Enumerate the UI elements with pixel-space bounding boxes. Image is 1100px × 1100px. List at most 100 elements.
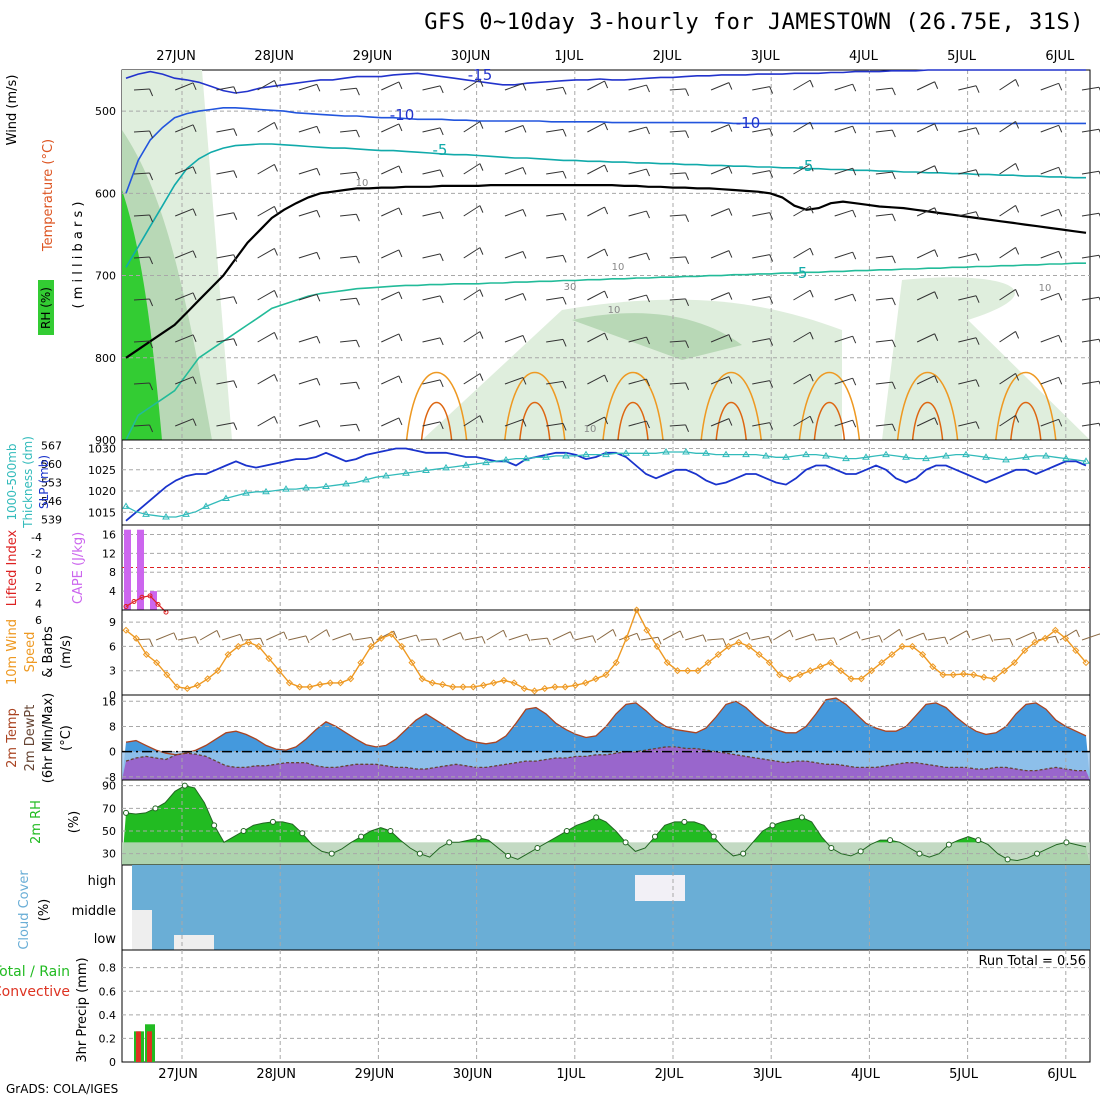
wind-barb	[546, 254, 564, 259]
wind-barb-flag	[852, 377, 857, 386]
wind10m-panel-frame	[121, 609, 1091, 696]
wind-barb	[340, 255, 357, 259]
wind-barb	[504, 167, 524, 175]
wind-barb	[916, 333, 935, 343]
wind-barb	[381, 249, 400, 259]
wind-speed-point	[653, 642, 661, 650]
isotherm-line	[125, 143, 1086, 268]
rh2m-point	[211, 822, 218, 829]
wind-barb-flag	[646, 294, 650, 303]
wind-barb-flag	[975, 337, 980, 345]
wind-barb-flag	[646, 126, 650, 135]
wind-barb	[257, 373, 275, 385]
wind-speed-point	[306, 683, 314, 691]
wind-barb-flag	[685, 382, 690, 391]
wind-barb-flag	[934, 249, 939, 257]
wind-barb-flag	[233, 212, 238, 220]
wind-speed-point	[204, 675, 212, 683]
wind-barb	[875, 381, 893, 385]
wind-barb	[628, 378, 647, 385]
rh2m-point	[181, 782, 188, 789]
li-tick-label: -2	[31, 548, 42, 561]
date-label-bottom: 27JUN	[158, 1067, 198, 1082]
contour-label: -5	[793, 264, 808, 282]
wind-barb-flag	[522, 251, 527, 259]
wind-speed-point	[684, 667, 692, 675]
wind-barb	[552, 631, 571, 641]
wind-barb	[669, 172, 686, 175]
wind-barb-flag	[149, 130, 154, 139]
wind-speed-point	[806, 667, 814, 675]
wind-speed-point	[285, 679, 293, 687]
wind-barb	[546, 128, 564, 133]
wind-barb-flag	[769, 380, 774, 388]
wind-speed-point	[142, 650, 150, 659]
rh2m-point	[798, 814, 805, 821]
wind-barb	[875, 339, 893, 343]
wind-barb	[916, 375, 935, 385]
wind-barb	[381, 417, 400, 427]
wind-barb-flag	[769, 254, 774, 262]
wind-barb-flag	[685, 298, 690, 307]
wind-barb	[916, 291, 935, 301]
thickness-point	[202, 502, 210, 509]
wind-barb-flag	[975, 127, 980, 135]
wind-barb	[685, 634, 704, 641]
wind-barb	[155, 632, 175, 641]
wind-barb-flag	[646, 84, 650, 93]
wind-barb-flag	[522, 377, 527, 385]
wind-speed-point	[857, 675, 865, 683]
wind-barb-flag	[852, 209, 857, 218]
wind-barb	[175, 418, 194, 427]
wind-speed-point	[735, 638, 743, 646]
wind-barb	[1081, 254, 1100, 259]
axis-label-rh: RH (%)	[39, 287, 53, 329]
wind-barb	[340, 129, 357, 133]
precip-tick-label: 0.6	[99, 985, 117, 998]
wind-barb-flag	[1075, 629, 1080, 638]
wind-speed-point	[673, 667, 682, 675]
wind-barb	[628, 84, 647, 91]
wind-barb	[422, 253, 441, 259]
wind-barb	[628, 126, 647, 133]
chart-title: GFS 0~10day 3-hourly for JAMESTOWN (26.7…	[424, 10, 1084, 35]
wind-barb	[669, 256, 686, 259]
warm-isotherm	[995, 372, 1057, 441]
wind-barb-flag	[728, 166, 733, 174]
wind-barb-flag	[604, 290, 609, 299]
date-label-top: 29JUN	[353, 49, 393, 64]
wind-speed-point	[377, 634, 385, 642]
rh2m-point	[358, 833, 365, 840]
wind-barb	[999, 79, 1016, 91]
rh2m-point	[622, 839, 629, 846]
wind-barb	[310, 629, 327, 641]
wind-barb-flag	[192, 82, 197, 90]
rh2m-point	[563, 828, 570, 834]
date-label-bottom: 4JUL	[851, 1067, 881, 1082]
pressure-tick-label: 800	[95, 352, 116, 365]
wind-barb	[916, 123, 935, 133]
wind-barb	[958, 211, 977, 217]
wind-barb	[216, 422, 234, 427]
axis-label-temp2m: 2m DewPt	[23, 705, 38, 772]
wind-barb	[669, 340, 686, 343]
thickness-point	[422, 466, 430, 474]
rh2m-tick-label: 90	[102, 780, 116, 793]
wind-barb	[546, 170, 564, 175]
wind-barb	[927, 636, 945, 641]
rh2m-point	[681, 818, 688, 825]
rh2m-point	[975, 837, 982, 844]
wind-barb	[710, 376, 730, 385]
wind-barb	[178, 636, 196, 641]
wind-barb	[175, 124, 194, 133]
wind-speed-point	[704, 659, 712, 667]
wind-barb	[916, 417, 935, 427]
wind-barb	[216, 212, 234, 217]
axis-label-rh2m: 2m RH	[29, 800, 44, 844]
wind-barb	[958, 169, 977, 175]
wind-barb-flag	[934, 207, 939, 215]
wind-speed-point	[296, 683, 304, 691]
wind-barb	[834, 377, 853, 385]
wind-barb	[257, 79, 275, 91]
wind-barb-flag	[891, 339, 896, 348]
